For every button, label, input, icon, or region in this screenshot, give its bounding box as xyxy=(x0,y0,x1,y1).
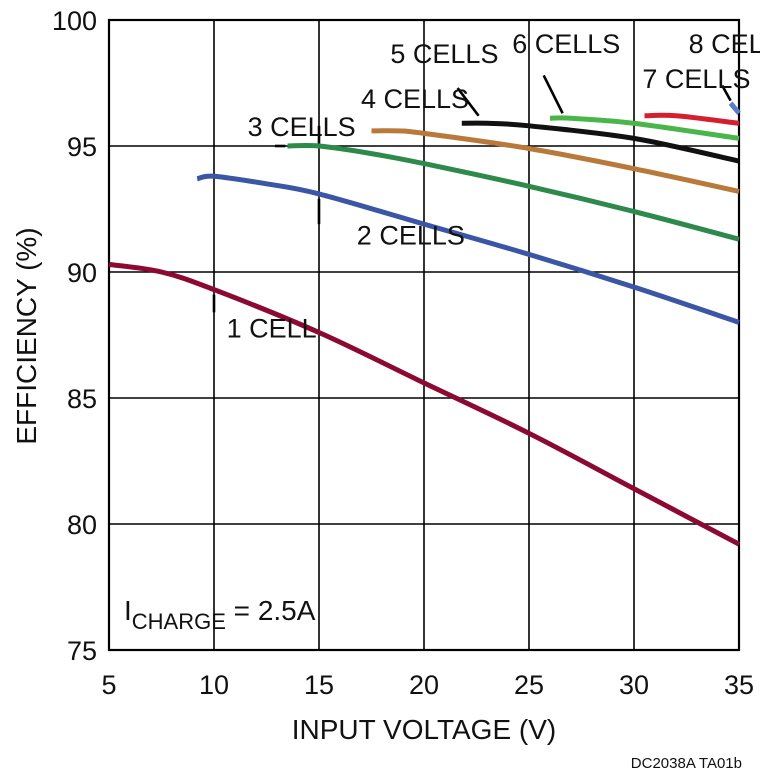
x-tick-label-4: 25 xyxy=(514,670,544,700)
series-label-7: 7 CELLS xyxy=(642,64,750,94)
annotation-value: = 2.5A xyxy=(226,595,316,626)
tick-labels: 5 10 15 20 25 30 35 75 80 85 90 95 100 xyxy=(52,6,754,700)
series-line-4 xyxy=(371,128,740,194)
series-line-7 xyxy=(644,112,740,126)
leader-line-5 xyxy=(456,87,480,117)
charge-current-annotation: ICHARGE = 2.5A xyxy=(124,595,316,634)
annotation-base: I xyxy=(124,595,132,626)
series-label-2: 2 CELLS xyxy=(357,220,465,250)
series-label-8: 8 CELLS xyxy=(689,29,760,59)
series-line-6 xyxy=(549,115,740,141)
series-label-1: 1 CELL xyxy=(227,314,317,344)
plot-border xyxy=(107,18,741,652)
series-line-3 xyxy=(287,142,740,242)
y-tick-label-1: 80 xyxy=(67,510,97,540)
plot-frame xyxy=(107,18,741,652)
y-tick-label-5: 100 xyxy=(52,6,97,36)
y-tick-label-0: 75 xyxy=(67,636,97,666)
x-tick-label-3: 20 xyxy=(409,670,439,700)
x-tick-label-0: 5 xyxy=(101,670,116,700)
leader-line-6 xyxy=(542,74,564,114)
x-tick-label-1: 10 xyxy=(199,670,229,700)
series-label-3: 3 CELLS xyxy=(248,112,356,142)
annotation-subscript: CHARGE xyxy=(132,609,226,634)
series-lines xyxy=(108,101,741,547)
y-tick-label-2: 85 xyxy=(67,384,97,414)
series-line-1 xyxy=(108,261,741,547)
x-tick-label-5: 30 xyxy=(619,670,649,700)
y-axis-title: EFFICIENCY (%) xyxy=(11,227,42,444)
series-label-6: 6 CELLS xyxy=(512,29,620,59)
series-label-4: 4 CELLS xyxy=(361,84,469,114)
leader-line-8 xyxy=(721,84,732,102)
x-tick-label-6: 35 xyxy=(724,670,754,700)
series-line-5 xyxy=(461,120,740,164)
y-tick-label-4: 95 xyxy=(67,132,97,162)
series-line-8 xyxy=(728,101,741,115)
y-tick-label-3: 90 xyxy=(67,258,97,288)
series-line-2 xyxy=(196,173,740,325)
figure-code: DC2038A TA01b xyxy=(631,755,742,772)
label-leaders xyxy=(212,74,732,313)
x-tick-label-2: 15 xyxy=(304,670,334,700)
series-label-5: 5 CELLS xyxy=(390,39,498,69)
x-axis-title: INPUT VOLTAGE (V) xyxy=(292,714,556,745)
